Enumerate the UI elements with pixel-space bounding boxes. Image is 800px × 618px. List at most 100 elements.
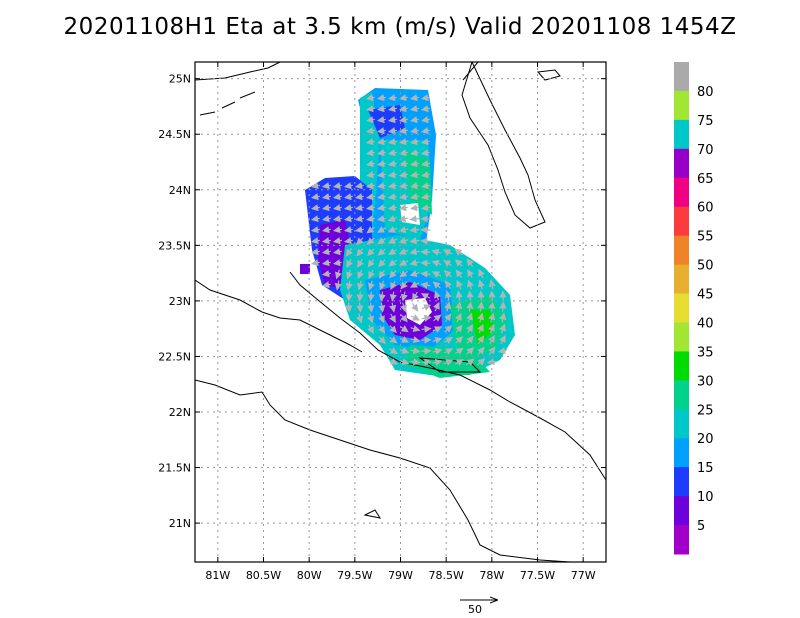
wind-vector (466, 347, 475, 355)
wind-vector (376, 193, 386, 201)
wind-vector (398, 182, 408, 190)
wind-vector (357, 258, 364, 268)
wind-vector (466, 358, 475, 366)
wind-vector (343, 204, 353, 212)
wind-vector (420, 105, 430, 113)
wind-vector (477, 358, 486, 366)
wind-vector (365, 94, 375, 102)
wind-vector (410, 347, 421, 355)
wind-vector (398, 116, 408, 124)
wind-vector (398, 127, 408, 135)
wind-vector (321, 237, 331, 245)
lon-tick-label: 79.5W (337, 569, 372, 582)
colorbar-label: 65 (697, 172, 714, 187)
wind-vector (389, 270, 397, 279)
wind-vector (420, 94, 430, 102)
colorbar-swatch (674, 351, 689, 381)
wind-vector (378, 336, 386, 345)
wind-vector (420, 193, 430, 201)
lon-tick-label: 80.5W (246, 569, 281, 582)
wind-vector (409, 171, 419, 179)
wind-vector (365, 215, 375, 223)
wind-vector (387, 182, 397, 190)
wind-vector (356, 237, 364, 246)
wind-vector (443, 359, 454, 366)
wind-vector (477, 346, 485, 355)
wind-vector (343, 182, 353, 190)
wind-vector (376, 94, 386, 102)
wind-vector (409, 182, 419, 190)
lon-tick-label: 81W (205, 569, 230, 582)
wind-vector (410, 314, 421, 321)
wind-vector (409, 94, 419, 102)
wind-vector (321, 204, 331, 212)
colorbar: 5 10 15 20 25 30 35 40 45 50 55 60 65 70 75 80 (674, 62, 714, 555)
wind-vector (366, 226, 375, 234)
coast-florida (195, 62, 281, 81)
colorbar-label: 50 (697, 259, 714, 274)
lon-tick-label: 78.5W (428, 569, 463, 582)
wind-vector (376, 171, 386, 179)
wind-vector (378, 302, 386, 313)
wind-vector (488, 323, 495, 334)
wind-vector (398, 204, 408, 212)
wind-vector (477, 279, 485, 290)
wind-vector (412, 291, 419, 301)
wind-vector (387, 116, 397, 124)
wind-vector (387, 215, 398, 222)
wind-vector (399, 336, 410, 343)
wind-vector (409, 259, 420, 267)
wind-vector (455, 312, 462, 323)
wind-vector (346, 269, 353, 280)
colorbar-label: 20 (697, 432, 714, 447)
colorbar-swatch (674, 62, 689, 92)
wind-vector (387, 204, 397, 212)
wind-vector (345, 302, 353, 313)
wind-vector (387, 127, 397, 135)
wind-vector (499, 312, 507, 323)
lat-tick-label: 22.5N (158, 350, 191, 363)
coast-cuba-south (195, 379, 571, 562)
wind-vector (420, 116, 430, 124)
wind-vector (387, 149, 397, 157)
wind-vector (499, 334, 506, 345)
wind-vector (443, 336, 453, 344)
wind-vector (400, 302, 407, 313)
wind-vector (411, 303, 419, 312)
wind-vector (365, 127, 375, 135)
colorbar-swatch (674, 496, 689, 526)
wind-vector (409, 204, 419, 212)
wind-vector (387, 237, 398, 244)
wind-vector (356, 302, 364, 313)
wind-vector (454, 259, 463, 267)
coast-florida-keys (199, 91, 256, 116)
wind-vector (432, 281, 441, 289)
wind-vector (354, 204, 364, 212)
wind-vector (310, 259, 320, 267)
wind-vector (310, 248, 320, 256)
wind-vector (409, 237, 420, 245)
lon-tick-label: 77W (571, 569, 596, 582)
wind-vector (378, 313, 385, 324)
wind-vector (332, 248, 342, 256)
wind-vector (377, 248, 386, 256)
colorbar-label: 45 (697, 288, 714, 303)
wind-vector (365, 105, 375, 113)
colorbar-swatch (674, 148, 689, 179)
colorbar-swatch (674, 409, 689, 439)
wind-vector (420, 127, 430, 135)
wind-vector (310, 215, 320, 223)
wind-vector (332, 226, 342, 234)
wind-vector (409, 149, 419, 157)
coast-island-ne (536, 69, 561, 81)
colorbar-label: 10 (697, 490, 714, 505)
wind-vector (356, 248, 364, 257)
colorbar-swatch (674, 206, 689, 237)
wind-vector (388, 259, 397, 267)
vector-reference: 50 (460, 600, 497, 616)
colorbar-label: 15 (697, 461, 714, 476)
wind-vector (409, 270, 420, 277)
wind-vector (332, 182, 342, 190)
wind-vector (356, 280, 364, 291)
wind-vector (499, 290, 507, 301)
